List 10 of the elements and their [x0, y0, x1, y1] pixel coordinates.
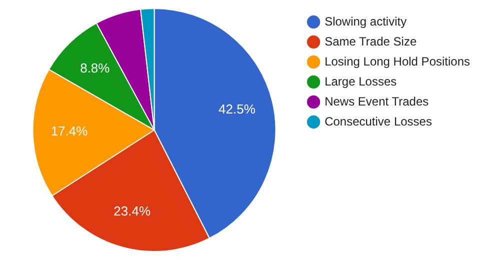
legend-label: Consecutive Losses: [324, 114, 432, 128]
legend-label: Losing Long Hold Positions: [324, 54, 470, 68]
legend-label: Same Trade Size: [324, 34, 417, 48]
data-label: 17.4%: [50, 124, 88, 139]
legend-label: News Event Trades: [324, 94, 429, 108]
data-label: 42.5%: [218, 102, 256, 117]
legend-label: Slowing activity: [324, 14, 407, 28]
legend-label: Large Losses: [324, 74, 397, 88]
data-label: 8.8%: [80, 60, 110, 76]
data-label: 23.4%: [114, 204, 151, 219]
